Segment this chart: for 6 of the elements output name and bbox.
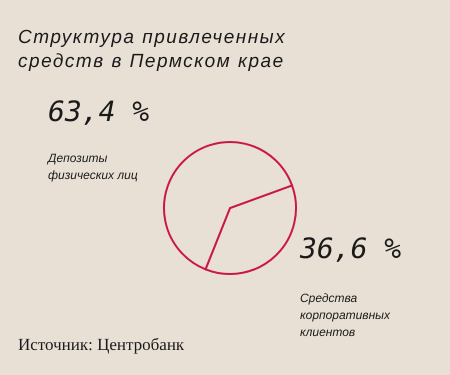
data-label: 63,4 % [48,95,150,128]
data-label: 36,6 % [300,232,402,265]
slice-label: Депозиты физических лиц [48,150,138,184]
text: Источник: Центробанк [18,335,184,355]
slice-label: Средства корпоративных клиентов [300,290,392,341]
chart-title: Структура привлеченных средств в Пермском крае [18,26,288,74]
